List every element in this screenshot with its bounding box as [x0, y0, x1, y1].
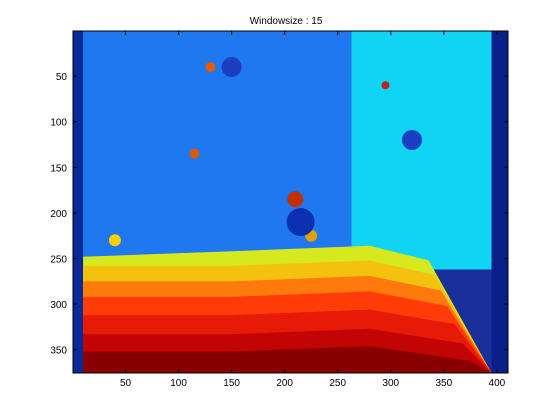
heatmap-floor-band: [83, 346, 492, 373]
heatmap-blob: [287, 191, 304, 208]
heatmap-blob: [205, 62, 216, 73]
heatmap-plot: [73, 31, 508, 373]
x-tick-label: 50: [120, 378, 132, 389]
x-tick-label: 100: [170, 378, 187, 389]
heatmap-blob: [286, 208, 315, 237]
heatmap-blob: [401, 129, 422, 150]
heatmap-blob: [189, 148, 200, 159]
heatmap-region-back-wall-right: [351, 31, 492, 270]
y-tick-label: 100: [50, 118, 67, 129]
y-tick-label: 200: [50, 209, 67, 220]
x-tick-label: 150: [223, 378, 240, 389]
x-tick-label: 200: [276, 378, 293, 389]
x-tick-label: 350: [435, 378, 452, 389]
chart-title: Windowsize : 15: [250, 16, 323, 27]
x-axis: 50 100 150 200 250 300 350 400: [120, 31, 506, 389]
heatmap-blob: [381, 81, 390, 90]
x-tick-label: 250: [329, 378, 346, 389]
y-tick-label: 150: [50, 163, 67, 174]
heatmap-blob: [108, 234, 121, 247]
heatmap-region-top-left-band: [73, 31, 84, 373]
y-tick-label: 250: [50, 255, 67, 266]
y-tick-label: 300: [50, 300, 67, 311]
y-axis: 50 100 150 200 250 300 350: [50, 72, 508, 357]
axes-box: [72, 30, 509, 374]
y-tick-label: 350: [50, 346, 67, 357]
x-tick-label: 400: [489, 378, 506, 389]
heatmap-region-right-edge-band: [491, 31, 508, 373]
x-tick-label: 300: [382, 378, 399, 389]
heatmap-blob: [221, 57, 242, 78]
y-tick-label: 50: [56, 72, 68, 83]
